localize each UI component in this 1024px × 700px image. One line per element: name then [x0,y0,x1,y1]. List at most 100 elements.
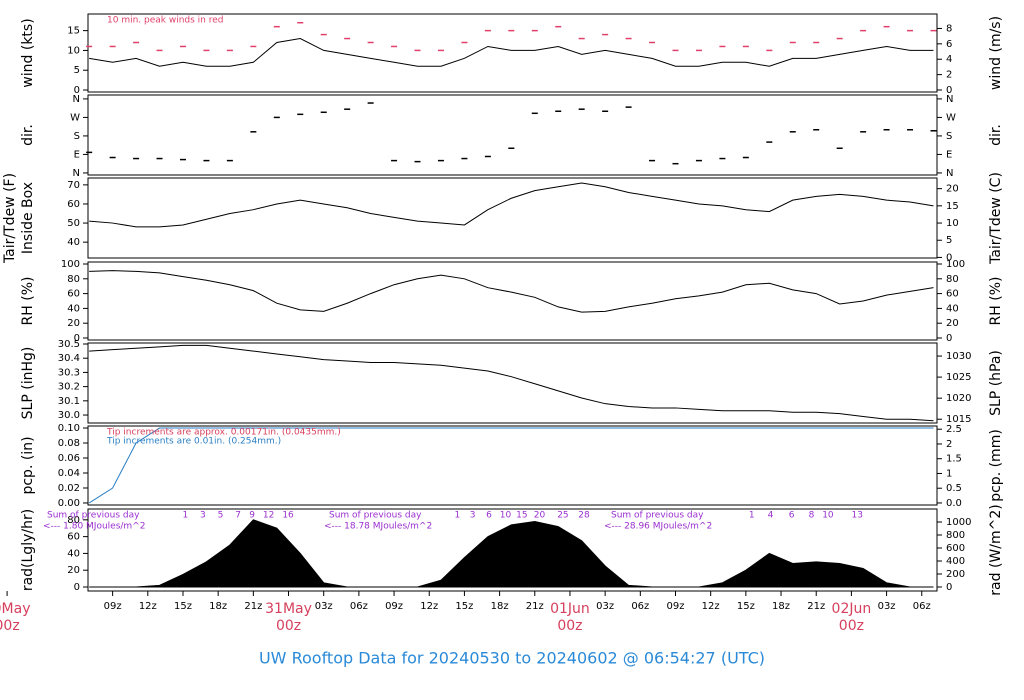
y-tick-label: 30.3 [58,367,80,378]
uv-label: 5 [218,511,224,521]
y-axis-label: rad(Lgly/hr) [20,509,36,591]
y2-axis-label: Tair/Tdew (C) [988,172,1004,265]
y2-tick-label: 100 [946,259,965,270]
y2-tick-label: N [946,168,953,179]
y2-tick-label: E [946,149,952,160]
uv-label: 10 [822,511,834,521]
x-tick-label: 21z [244,601,262,612]
data-line [88,427,934,504]
y-tick-label: 60 [67,532,80,543]
uv-label: 6 [789,511,795,521]
x-tick-label: 18z [772,601,790,612]
y-tick-label: 30.2 [58,382,80,393]
y2-tick-label: 2 [946,439,952,450]
x-date-label: 31May [265,601,312,617]
x-tick-label: 03z [596,601,614,612]
x-tick-label: 03z [315,601,333,612]
y-tick-label: 0.06 [58,453,80,464]
data-line [89,38,934,67]
y2-tick-label: 6 [946,39,952,50]
y2-axis-label: rad (W/m^2) [988,504,1004,595]
panel-frame [87,94,938,176]
y2-tick-label: 2.5 [946,424,962,435]
daily-sum-heading: Sum of previous day [47,511,140,521]
panel-frame [87,508,938,592]
x-date-time: 00z [839,618,864,634]
daily-sum-heading: Sum of previous day [611,511,704,521]
y-tick-label: 30.1 [58,396,80,407]
x-tick-label: 15z [455,601,473,612]
y-tick-label: 50 [67,218,80,229]
y2-tick-label: 800 [946,530,965,541]
y-tick-label: 20 [67,565,80,576]
y2-tick-label: 0.0 [946,498,962,509]
chart-title: UW Rooftop Data for 20240530 to 20240602… [259,649,765,668]
y-tick-label: 0 [74,85,80,96]
uv-label: 1 [749,511,755,521]
y2-tick-label: 8 [946,23,952,34]
y-axis-label: SLP (inHg) [20,347,36,420]
y-tick-label: 20 [67,318,80,329]
x-date-time: 00z [0,618,20,634]
annotation: Tip increments are approx. 0.00171in. (0… [106,428,341,438]
annotation: 10 min. peak winds in red [107,16,224,26]
y-tick-label: 60 [67,289,80,300]
uv-label: 10 [500,511,512,521]
x-date-time: 00z [276,618,301,634]
y-tick-label: 5 [74,65,80,76]
annotation: Tip increments are 0.01in. (0.254mm.) [106,437,281,447]
y2-tick-label: S [946,131,952,142]
daily-sum-text: <--- 28.96 MJoules/m^2 [604,522,712,532]
y-tick-label: W [70,112,80,123]
x-date-time: 00z [557,618,582,634]
y2-tick-label: 1000 [946,517,971,528]
panel-frame [87,425,938,506]
y-axis-label: pcp. (in) [20,436,36,494]
y-tick-label: 10 [67,45,80,56]
x-date-label: 02Jun [832,601,872,617]
y-tick-label: 0.00 [58,498,80,509]
y2-tick-label: 40 [946,303,959,314]
y-tick-label: 0.04 [58,468,80,479]
y-tick-label: N [73,94,80,105]
y2-tick-label: 15 [946,201,959,212]
y-axis-label: RH (%) [20,277,36,326]
y-tick-label: 80 [67,274,80,285]
y-tick-label: 40 [67,548,80,559]
y2-tick-label: 200 [946,569,965,580]
y-axis-label: Tair/Tdew (F) [2,173,18,264]
uv-label: 13 [852,511,863,521]
data-area [89,519,934,588]
y2-tick-label: 20 [946,318,959,329]
x-tick-label: 06z [631,601,649,612]
uv-label: 3 [200,511,206,521]
x-tick-label: 09z [667,601,685,612]
y-tick-label: 30.4 [58,353,80,364]
data-line [89,182,934,228]
x-tick-label: 06z [913,601,931,612]
y2-tick-label: 0 [946,582,952,593]
x-tick-label: 12z [702,601,720,612]
uv-label: 8 [809,511,815,521]
y-tick-label: 0.02 [58,483,80,494]
y2-tick-label: 20 [946,184,959,195]
y-tick-label: 70 [67,180,80,191]
y2-tick-label: 0.5 [946,483,962,494]
uv-label: 9 [249,511,255,521]
x-tick-label: 15z [174,601,192,612]
y2-axis-label: dir. [988,124,1004,146]
panel-frame [87,13,938,93]
y2-tick-label: 1025 [946,372,971,383]
y2-tick-label: 10 [946,218,959,229]
x-tick-label: 12z [420,601,438,612]
y2-tick-label: 0 [946,85,952,96]
y-tick-label: 60 [67,199,80,210]
y2-tick-label: 1 [946,468,952,479]
uv-label: 28 [578,511,590,521]
y-tick-label: 0 [74,333,80,344]
y-tick-label: 80 [67,515,80,526]
x-tick-label: 21z [526,601,544,612]
x-tick-label: 09z [385,601,403,612]
x-date-label: 30May [0,601,30,617]
